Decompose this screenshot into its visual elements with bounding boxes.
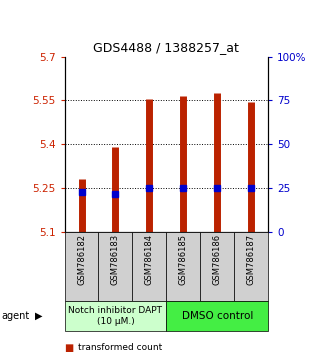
Text: GSM786184: GSM786184 [145, 234, 154, 285]
Text: GSM786183: GSM786183 [111, 234, 120, 285]
Text: agent: agent [2, 311, 30, 321]
Title: GDS4488 / 1388257_at: GDS4488 / 1388257_at [93, 41, 239, 54]
Text: GSM786182: GSM786182 [77, 234, 86, 285]
Text: ■: ■ [65, 343, 74, 353]
Text: GSM786185: GSM786185 [179, 234, 188, 285]
Text: transformed count: transformed count [78, 343, 162, 353]
Text: ▶: ▶ [35, 311, 43, 321]
Text: GSM786186: GSM786186 [213, 234, 222, 285]
Text: Notch inhibitor DAPT
(10 μM.): Notch inhibitor DAPT (10 μM.) [69, 306, 163, 326]
Text: DMSO control: DMSO control [181, 311, 253, 321]
Text: GSM786187: GSM786187 [247, 234, 256, 285]
